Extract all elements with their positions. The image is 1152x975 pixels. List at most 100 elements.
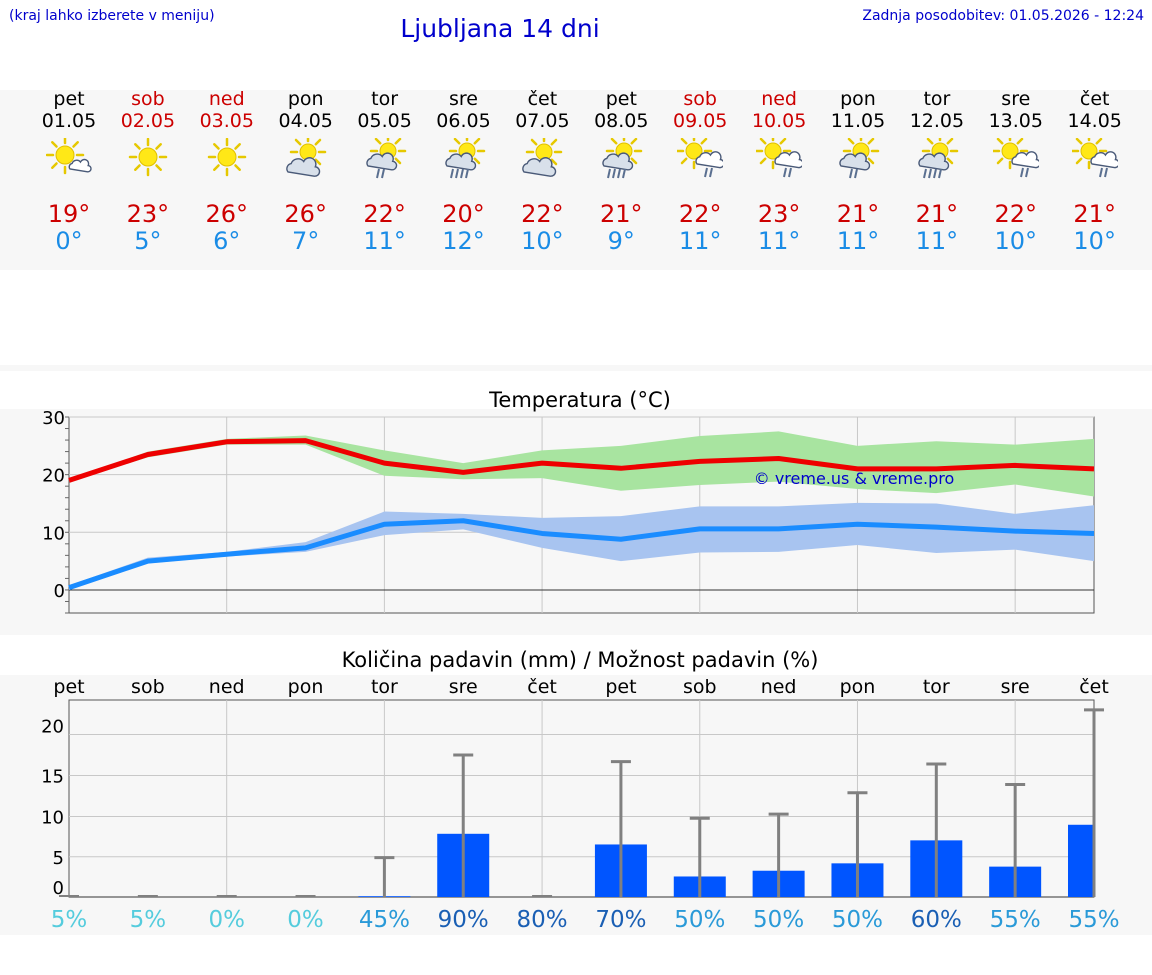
precipitation-bar (1068, 824, 1094, 897)
sun-icon (128, 138, 168, 177)
day-date: 13.05 (988, 110, 1043, 132)
min-temperature: 10° (994, 227, 1038, 255)
day-date: 06.05 (436, 110, 491, 132)
day-label: sre (1001, 676, 1030, 698)
day-name: pet (53, 88, 85, 110)
sun-cloud-rain-icon (839, 138, 880, 179)
precipitation-probability: 55% (990, 907, 1041, 933)
day-name: čet (527, 88, 558, 110)
day-forecast: pet 01.05 19° 0° (29, 88, 109, 268)
day-date: 05.05 (357, 110, 412, 132)
day-label: tor (371, 676, 398, 698)
day-forecast: ned 03.05 26° 6° (187, 88, 267, 268)
temperature-chart-title: Temperatura (°C) (489, 388, 671, 412)
day-label: ned (209, 676, 245, 698)
day-label: čet (527, 676, 557, 698)
precipitation-probability: 55% (1068, 907, 1119, 933)
precipitation-probability: 60% (911, 907, 962, 933)
day-name: tor (371, 88, 399, 110)
y-tick-label: 15 (41, 767, 64, 788)
max-temperature: 21° (836, 200, 880, 228)
day-name: tor (923, 88, 951, 110)
temperature-chart: 0 10 20 30 © vreme.us & vreme.pro (42, 409, 1095, 614)
sun-cloud-showers-icon (992, 138, 1039, 178)
day-forecast: tor 12.05 21° 11° (897, 88, 977, 268)
min-temperature: 11° (363, 227, 406, 255)
max-temperature: 23° (126, 200, 170, 228)
precipitation-probability: 70% (595, 907, 646, 933)
day-label: sob (683, 676, 717, 698)
max-temperature: 22° (994, 200, 1038, 228)
y-tick-label: 10 (42, 523, 65, 544)
max-temperature-line (68, 438, 1095, 483)
forecast-days: pet 01.05 19° 0° sob 02.05 23° 5° ned 03.05 26° 6° p… (0, 88, 1152, 268)
precipitation-probability: 45% (359, 907, 410, 933)
day-forecast: pet 08.05 21° 9° (581, 88, 661, 268)
day-forecast: sob 09.05 22° 11° (660, 88, 740, 268)
min-temperature: 11° (836, 227, 880, 255)
y-tick-label: 0 (54, 581, 65, 602)
max-temperature: 19° (47, 200, 91, 228)
precipitation-probability: 50% (674, 907, 725, 933)
min-temperature: 12° (442, 227, 485, 255)
day-name: ned (208, 88, 245, 110)
day-date: 08.05 (594, 110, 649, 132)
sun-cloud-showers-icon (756, 138, 803, 178)
day-date: 10.05 (751, 110, 807, 132)
max-temperature: 22° (678, 200, 722, 228)
y-tick-label: 20 (41, 716, 64, 737)
day-forecast: pon 11.05 21° 11° (818, 88, 898, 268)
sun-cloud-heavy-rain-icon (602, 138, 643, 179)
day-label: pon (840, 676, 876, 698)
max-temperature: 22° (363, 200, 406, 228)
sun-cloud-rain-icon (365, 138, 406, 179)
day-date: 02.05 (120, 110, 176, 132)
day-label: ned (761, 676, 797, 698)
separator (0, 365, 1152, 371)
day-date: 03.05 (199, 110, 254, 132)
day-date: 07.05 (515, 110, 570, 132)
sun-icon (207, 138, 247, 177)
day-name: pet (605, 88, 637, 110)
day-name: sob (683, 88, 717, 110)
day-forecast: sre 13.05 22° 10° (976, 88, 1056, 268)
day-date: 09.05 (672, 110, 728, 132)
max-temperature: 23° (757, 200, 801, 228)
max-temperature: 21° (1073, 200, 1116, 228)
min-temperature: 6° (213, 227, 241, 255)
day-date: 11.05 (830, 110, 886, 132)
day-name: sre (449, 88, 478, 110)
day-label: sre (449, 676, 478, 698)
day-forecast: ned 10.05 23° 11° (739, 88, 819, 268)
y-tick-label: 0 (53, 878, 64, 899)
max-temperature: 21° (915, 200, 959, 228)
precipitation-probability: 0% (287, 907, 324, 933)
sun-cloud-heavy-rain-icon (918, 138, 959, 179)
precipitation-probability: 80% (517, 907, 568, 933)
precipitation-chart: pet sob ned pon tor sre čet pet sob ned pon tor sre č… (41, 676, 1119, 933)
sun-cloud-showers-icon (1071, 138, 1118, 178)
watermark: © vreme.us & vreme.pro (754, 469, 955, 488)
location-hint: (kraj lahko izberete v meniju) (9, 8, 215, 24)
min-temperature: 11° (915, 227, 959, 255)
max-temperature: 22° (521, 200, 564, 228)
day-label: pet (605, 676, 636, 698)
day-date: 04.05 (278, 110, 333, 132)
day-label: tor (923, 676, 950, 698)
day-label: čet (1079, 676, 1109, 698)
day-label: pet (53, 676, 84, 698)
sun-cloud-showers-icon (677, 138, 724, 178)
day-name: sob (131, 88, 165, 110)
min-temperature: 10° (521, 227, 564, 255)
day-forecast: sob 02.05 23° 5° (108, 88, 188, 268)
last-update: Zadnja posodobitev: 01.05.2026 - 12:24 (862, 8, 1144, 24)
day-label: pon (288, 676, 324, 698)
y-tick-label: 10 (41, 808, 64, 829)
y-tick-label: 30 (42, 409, 65, 429)
precipitation-probability: 5% (51, 907, 88, 933)
page-title: Ljubljana 14 dni (400, 14, 600, 43)
day-forecast: čet 14.05 21° 10° (1055, 88, 1135, 268)
min-temperature: 5° (134, 227, 162, 255)
day-date: 01.05 (41, 110, 97, 132)
day-label: sob (131, 676, 165, 698)
